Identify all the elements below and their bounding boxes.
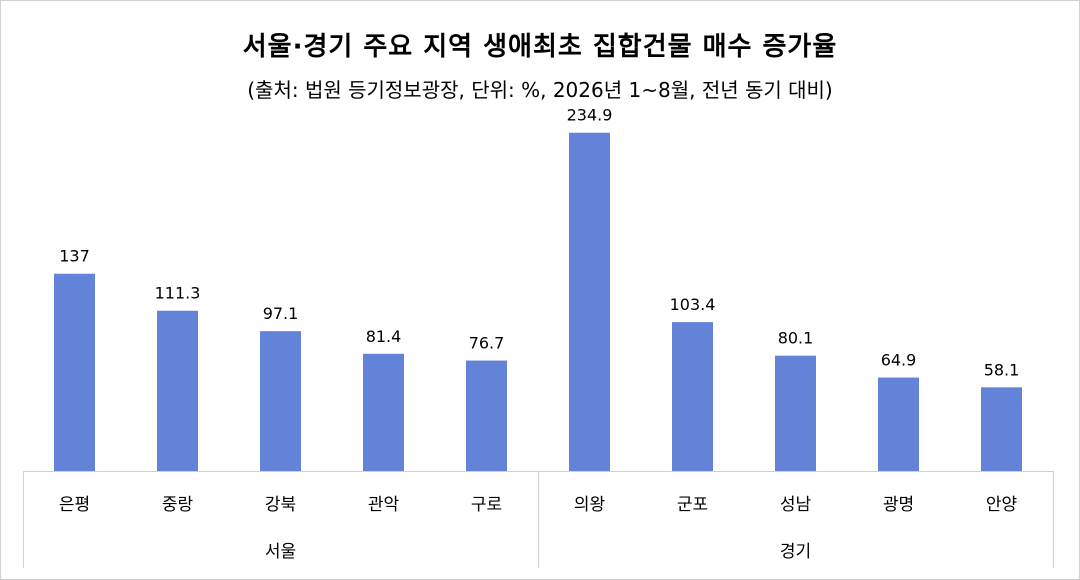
data-label-9: 64.9 bbox=[881, 351, 917, 370]
data-label-2: 111.3 bbox=[155, 284, 201, 303]
bar-3 bbox=[260, 331, 301, 471]
data-label-1: 137 bbox=[59, 247, 90, 266]
x-tick-label-8: 성남 bbox=[780, 495, 812, 515]
x-tick-label-9: 광명 bbox=[883, 495, 914, 515]
x-tick-label-5: 구로 bbox=[471, 495, 502, 515]
bar-7 bbox=[672, 322, 713, 471]
chart-title: 서울·경기 주요 지역 생애최초 집합건물 매수 증가율 bbox=[242, 32, 838, 62]
x-tick-label-10: 안양 bbox=[986, 495, 1017, 515]
bar-1 bbox=[54, 273, 95, 471]
group-label-1: 서울 bbox=[265, 542, 296, 562]
bar-2 bbox=[157, 310, 198, 471]
data-label-4: 81.4 bbox=[366, 327, 402, 346]
x-tick-label-2: 중랑 bbox=[162, 495, 194, 515]
bar-9 bbox=[878, 377, 919, 471]
x-tick-label-7: 군포 bbox=[677, 495, 708, 515]
x-tick-label-1: 은평 bbox=[59, 495, 90, 515]
x-tick-label-4: 관악 bbox=[368, 495, 400, 515]
data-label-8: 80.1 bbox=[778, 329, 814, 348]
bar-5 bbox=[466, 360, 507, 471]
data-label-6: 234.9 bbox=[567, 106, 613, 125]
bar-6 bbox=[569, 132, 610, 471]
chart-subtitle: (출처: 법원 등기정보광장, 단위: %, 2026년 1~8월, 전년 동기… bbox=[247, 78, 833, 102]
data-label-10: 58.1 bbox=[984, 360, 1020, 379]
x-tick-label-3: 강북 bbox=[265, 495, 296, 515]
x-tick-label-6: 의왕 bbox=[574, 495, 605, 515]
data-label-5: 76.7 bbox=[469, 334, 505, 353]
group-label-2: 경기 bbox=[780, 542, 811, 562]
bar-4 bbox=[363, 353, 404, 471]
data-label-7: 103.4 bbox=[670, 295, 716, 314]
bar-10 bbox=[981, 387, 1022, 471]
bar-8 bbox=[775, 355, 816, 471]
data-label-3: 97.1 bbox=[263, 304, 299, 323]
